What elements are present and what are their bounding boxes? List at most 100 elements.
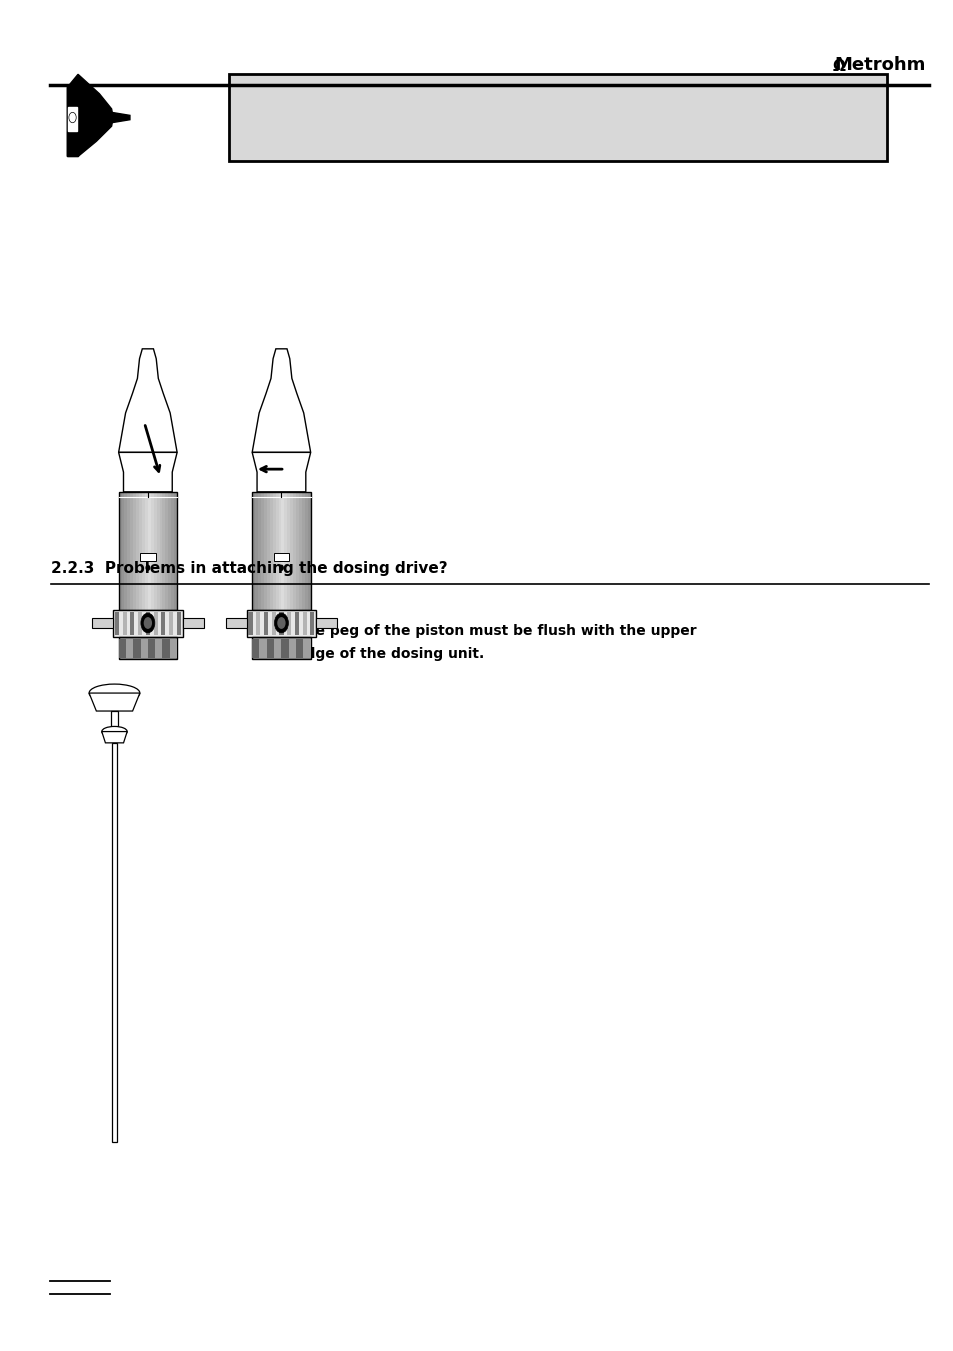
- Bar: [248, 612, 253, 635]
- Bar: [259, 639, 267, 658]
- Bar: [159, 492, 162, 611]
- Ellipse shape: [89, 684, 140, 703]
- Bar: [156, 492, 159, 611]
- Bar: [145, 492, 148, 611]
- Bar: [126, 639, 133, 658]
- Polygon shape: [252, 453, 311, 492]
- Bar: [169, 612, 173, 635]
- Bar: [118, 492, 177, 611]
- Bar: [284, 492, 287, 611]
- Bar: [273, 492, 275, 611]
- Bar: [153, 492, 156, 611]
- Polygon shape: [89, 693, 140, 711]
- Bar: [255, 612, 260, 635]
- Bar: [264, 612, 268, 635]
- Bar: [162, 492, 165, 611]
- Polygon shape: [102, 732, 127, 743]
- Bar: [172, 492, 174, 611]
- Text: The peg of the piston must be flush with the upper: The peg of the piston must be flush with…: [295, 624, 696, 638]
- Bar: [308, 492, 311, 611]
- Bar: [298, 492, 301, 611]
- Bar: [118, 639, 126, 658]
- Bar: [261, 492, 264, 611]
- Bar: [112, 743, 116, 1142]
- Bar: [270, 492, 273, 611]
- Bar: [257, 492, 261, 611]
- Bar: [252, 492, 254, 611]
- Bar: [315, 617, 336, 628]
- Bar: [290, 492, 293, 611]
- FancyBboxPatch shape: [229, 74, 886, 161]
- Bar: [267, 639, 274, 658]
- Bar: [281, 492, 284, 611]
- Bar: [301, 492, 305, 611]
- Bar: [136, 492, 139, 611]
- Bar: [140, 553, 155, 561]
- Bar: [252, 492, 311, 611]
- Bar: [302, 612, 307, 635]
- Bar: [287, 612, 291, 635]
- Bar: [146, 612, 150, 635]
- Bar: [131, 492, 133, 611]
- Bar: [264, 492, 267, 611]
- Bar: [153, 612, 157, 635]
- Bar: [124, 492, 128, 611]
- Bar: [281, 639, 289, 658]
- Bar: [148, 639, 155, 658]
- Bar: [128, 492, 131, 611]
- Bar: [133, 492, 136, 611]
- Polygon shape: [118, 349, 177, 453]
- Bar: [278, 492, 281, 611]
- Bar: [289, 639, 295, 658]
- Bar: [92, 617, 112, 628]
- Bar: [252, 636, 311, 659]
- Bar: [111, 711, 118, 732]
- Bar: [112, 611, 182, 636]
- Bar: [131, 612, 134, 635]
- Bar: [305, 492, 308, 611]
- Bar: [68, 88, 78, 157]
- Text: Metrohm: Metrohm: [833, 57, 924, 74]
- Bar: [165, 492, 168, 611]
- Bar: [139, 492, 142, 611]
- Bar: [246, 611, 316, 636]
- Bar: [162, 639, 170, 658]
- Bar: [294, 612, 298, 635]
- Bar: [274, 553, 289, 561]
- Bar: [303, 639, 311, 658]
- Polygon shape: [112, 112, 130, 123]
- Bar: [118, 492, 121, 611]
- Circle shape: [69, 112, 76, 123]
- Bar: [69, 107, 77, 131]
- Bar: [176, 612, 181, 635]
- Bar: [267, 492, 270, 611]
- Bar: [310, 612, 314, 635]
- Bar: [148, 492, 151, 611]
- Bar: [161, 612, 165, 635]
- Bar: [138, 612, 142, 635]
- Circle shape: [274, 613, 288, 632]
- Bar: [226, 617, 246, 628]
- Bar: [287, 492, 290, 611]
- Circle shape: [277, 617, 285, 630]
- Text: 2.2.3  Problems in attaching the dosing drive?: 2.2.3 Problems in attaching the dosing d…: [51, 561, 447, 576]
- Bar: [142, 492, 145, 611]
- Polygon shape: [68, 74, 113, 157]
- Bar: [254, 492, 257, 611]
- Circle shape: [279, 565, 283, 570]
- Bar: [133, 639, 140, 658]
- Bar: [274, 639, 281, 658]
- Polygon shape: [118, 453, 177, 492]
- Bar: [252, 639, 259, 658]
- Circle shape: [146, 565, 150, 570]
- Text: Never use force when attaching the dosing: Never use force when attaching the dosin…: [378, 96, 736, 111]
- Bar: [151, 492, 153, 611]
- Bar: [168, 492, 172, 611]
- Bar: [293, 492, 295, 611]
- Bar: [174, 492, 177, 611]
- Bar: [275, 492, 278, 611]
- Bar: [121, 492, 124, 611]
- Bar: [114, 612, 119, 635]
- Circle shape: [144, 617, 152, 630]
- Bar: [170, 639, 177, 658]
